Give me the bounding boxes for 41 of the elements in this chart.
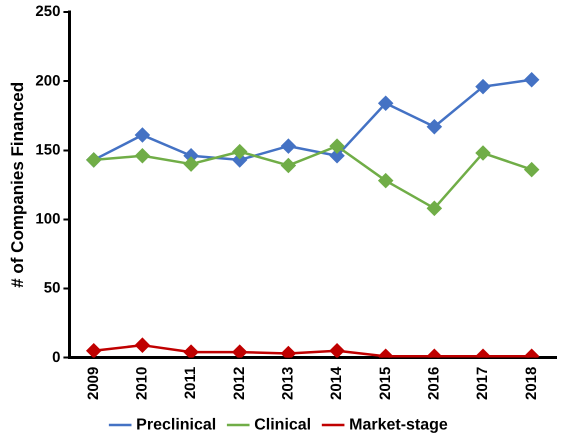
point: [524, 72, 539, 87]
point: [330, 138, 344, 154]
point: [427, 120, 442, 134]
x-tick-label: 2018: [522, 366, 540, 400]
x-tick-label: 2013: [280, 366, 297, 400]
point: [184, 344, 198, 358]
point: [232, 344, 247, 358]
point: [330, 343, 344, 358]
y-tick-label: 0: [52, 348, 60, 366]
point: [281, 158, 296, 173]
y-tick-label: 100: [35, 210, 60, 228]
x-tick-label: 2015: [376, 366, 394, 400]
x-tick-label: 2012: [230, 366, 248, 400]
point: [524, 162, 539, 177]
point: [378, 173, 393, 188]
legend-label: Market-stage: [349, 416, 448, 434]
x-tick-label: 2011: [182, 366, 200, 400]
point: [184, 156, 198, 172]
y-tick-label: 250: [35, 3, 60, 20]
legend-label: Clinical: [254, 416, 312, 434]
point: [281, 138, 296, 154]
x-tick-label: 2010: [134, 366, 151, 400]
point: [476, 79, 490, 94]
point: [135, 148, 150, 164]
x-tick-label: 2009: [84, 366, 102, 400]
x-tick-label: 2017: [474, 366, 492, 400]
y-tick-label: 150: [35, 141, 60, 158]
point: [135, 128, 150, 142]
point: [281, 346, 296, 358]
x-tick-label: 2014: [328, 366, 346, 400]
point: [232, 144, 247, 159]
point: [476, 146, 490, 160]
y-tick-label: 50: [44, 280, 60, 297]
legend-label: Preclinical: [136, 416, 216, 434]
x-tick-label: 2016: [425, 366, 442, 400]
y-tick-label: 200: [35, 72, 60, 90]
point: [86, 343, 102, 358]
point: [135, 338, 150, 352]
point: [378, 96, 393, 110]
point: [427, 201, 442, 216]
y-axis-title: # of Companies Financed: [8, 82, 27, 288]
